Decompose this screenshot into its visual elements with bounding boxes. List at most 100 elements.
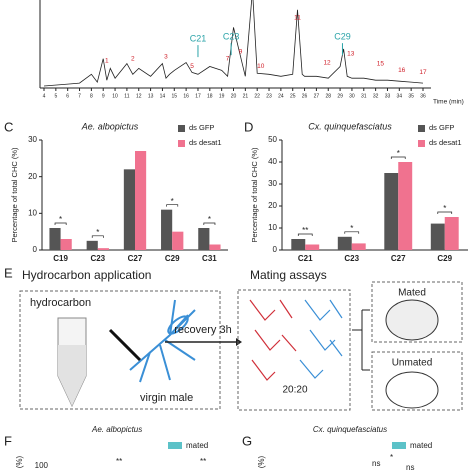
x-tick-label: 16 (183, 93, 189, 99)
legend-swatch (418, 125, 425, 132)
panel-e: E Hydrocarbon application hydrocarbon vi… (4, 265, 463, 411)
label: Unmated (392, 358, 433, 369)
bar (86, 240, 98, 250)
peak-label: 3 (164, 53, 168, 60)
x-tick-label: 5 (54, 93, 57, 99)
label: hydrocarbon (30, 297, 91, 309)
peak-label: 15 (377, 60, 385, 67)
x-tick-label: 13 (148, 93, 154, 99)
sig-bracket (344, 231, 360, 234)
x-tick-label: 15 (172, 93, 178, 99)
peak-label: 16 (398, 67, 406, 74)
bar (97, 248, 109, 250)
x-tick-label: 21 (243, 93, 249, 99)
x-tick-label: 36 (420, 93, 426, 99)
bar (172, 231, 184, 250)
y-label: Percentage of total CHC (%) (250, 147, 259, 243)
bar (305, 244, 320, 250)
x-tick-label: C27 (391, 254, 406, 263)
sig: * (390, 453, 393, 462)
panel-label: C (4, 119, 13, 134)
peak-label: 5 (190, 63, 194, 70)
panel-title: Cx. quinquefasciatus (308, 121, 392, 131)
x-tick-label: 28 (325, 93, 331, 99)
y-label: Percentage of total CHC (%) (10, 147, 19, 243)
sig-bracket (91, 235, 104, 238)
bar (135, 151, 147, 250)
sig: ** (302, 226, 308, 235)
arrow-label: recovery 3h (174, 324, 231, 336)
x-tick-label: 30 (349, 93, 355, 99)
panel-label: F (4, 433, 12, 448)
sig: ** (116, 457, 122, 466)
peak-label: 7 (226, 55, 230, 62)
y-tick-label: 20 (28, 172, 37, 181)
legend-label: mated (186, 441, 208, 450)
legend-swatch (392, 442, 406, 449)
panel-label: G (242, 433, 252, 448)
bracket (352, 309, 370, 371)
x-tick-label: 12 (136, 93, 142, 99)
peak-label: 17 (419, 69, 427, 76)
bar (337, 236, 352, 250)
x-tick-label: 19 (219, 93, 225, 99)
trace (43, 0, 424, 87)
panel-label: D (244, 119, 253, 134)
bar (49, 228, 61, 250)
panel-label: E (4, 265, 13, 280)
x-tick-label: 4 (43, 93, 46, 99)
label: virgin male (140, 392, 193, 404)
x-tick-label: 25 (290, 93, 296, 99)
sig: * (171, 197, 174, 206)
x-tick-label: 18 (207, 93, 213, 99)
x-tick-label: 20 (231, 93, 237, 99)
sig: * (208, 215, 211, 224)
x-tick-label: 33 (385, 93, 391, 99)
sig: ns (406, 463, 414, 472)
y-tick-label: 40 (268, 157, 277, 166)
x-tick-label: 26 (302, 93, 308, 99)
sig: * (443, 204, 446, 213)
dashed-box (237, 289, 351, 411)
sig: * (350, 224, 353, 233)
x-tick-label: 8 (90, 93, 93, 99)
compound-label: C29 (334, 32, 351, 42)
x-tick-label: 14 (160, 93, 166, 99)
x-tick-label: C21 (298, 254, 313, 263)
spermatheca (385, 299, 439, 341)
sig-bracket (166, 204, 179, 207)
bar (351, 243, 366, 250)
y-tick-label: 10 (28, 208, 37, 217)
panel-title: Ae. albopictus (81, 121, 139, 131)
dashed-box (371, 351, 463, 411)
x-tick-label: 31 (361, 93, 367, 99)
sig: * (397, 149, 400, 158)
x-tick-label: 32 (373, 93, 379, 99)
compound-label: C21 (190, 33, 207, 43)
y-tick-label: 0 (273, 245, 278, 254)
legend-label: ds desat1 (189, 138, 222, 147)
y-tick-label: 30 (28, 135, 37, 144)
bar (444, 217, 459, 250)
legend-swatch (418, 140, 425, 147)
x-tick-label: 29 (337, 93, 343, 99)
x-tick-label: 10 (112, 93, 118, 99)
x-tick-label: 35 (408, 93, 414, 99)
legend-label: ds GFP (189, 123, 214, 132)
x-tick-label: 23 (266, 93, 272, 99)
y-tick-label: 0 (33, 245, 38, 254)
x-tick-label: 11 (124, 93, 129, 99)
mosquito (129, 299, 196, 383)
bar (209, 244, 221, 250)
dashed-box (19, 290, 221, 410)
sig-bracket (54, 222, 67, 225)
x-tick-label: 22 (254, 93, 260, 99)
bar (384, 173, 399, 250)
legend-label: ds desat1 (429, 138, 462, 147)
x-tick-label: 27 (314, 93, 320, 99)
y-label: (%) (257, 455, 266, 468)
peak-label: 9 (239, 49, 243, 56)
label: 20:20 (282, 385, 307, 396)
sig-bracket (203, 222, 216, 225)
y-tick-label: 50 (268, 135, 277, 144)
